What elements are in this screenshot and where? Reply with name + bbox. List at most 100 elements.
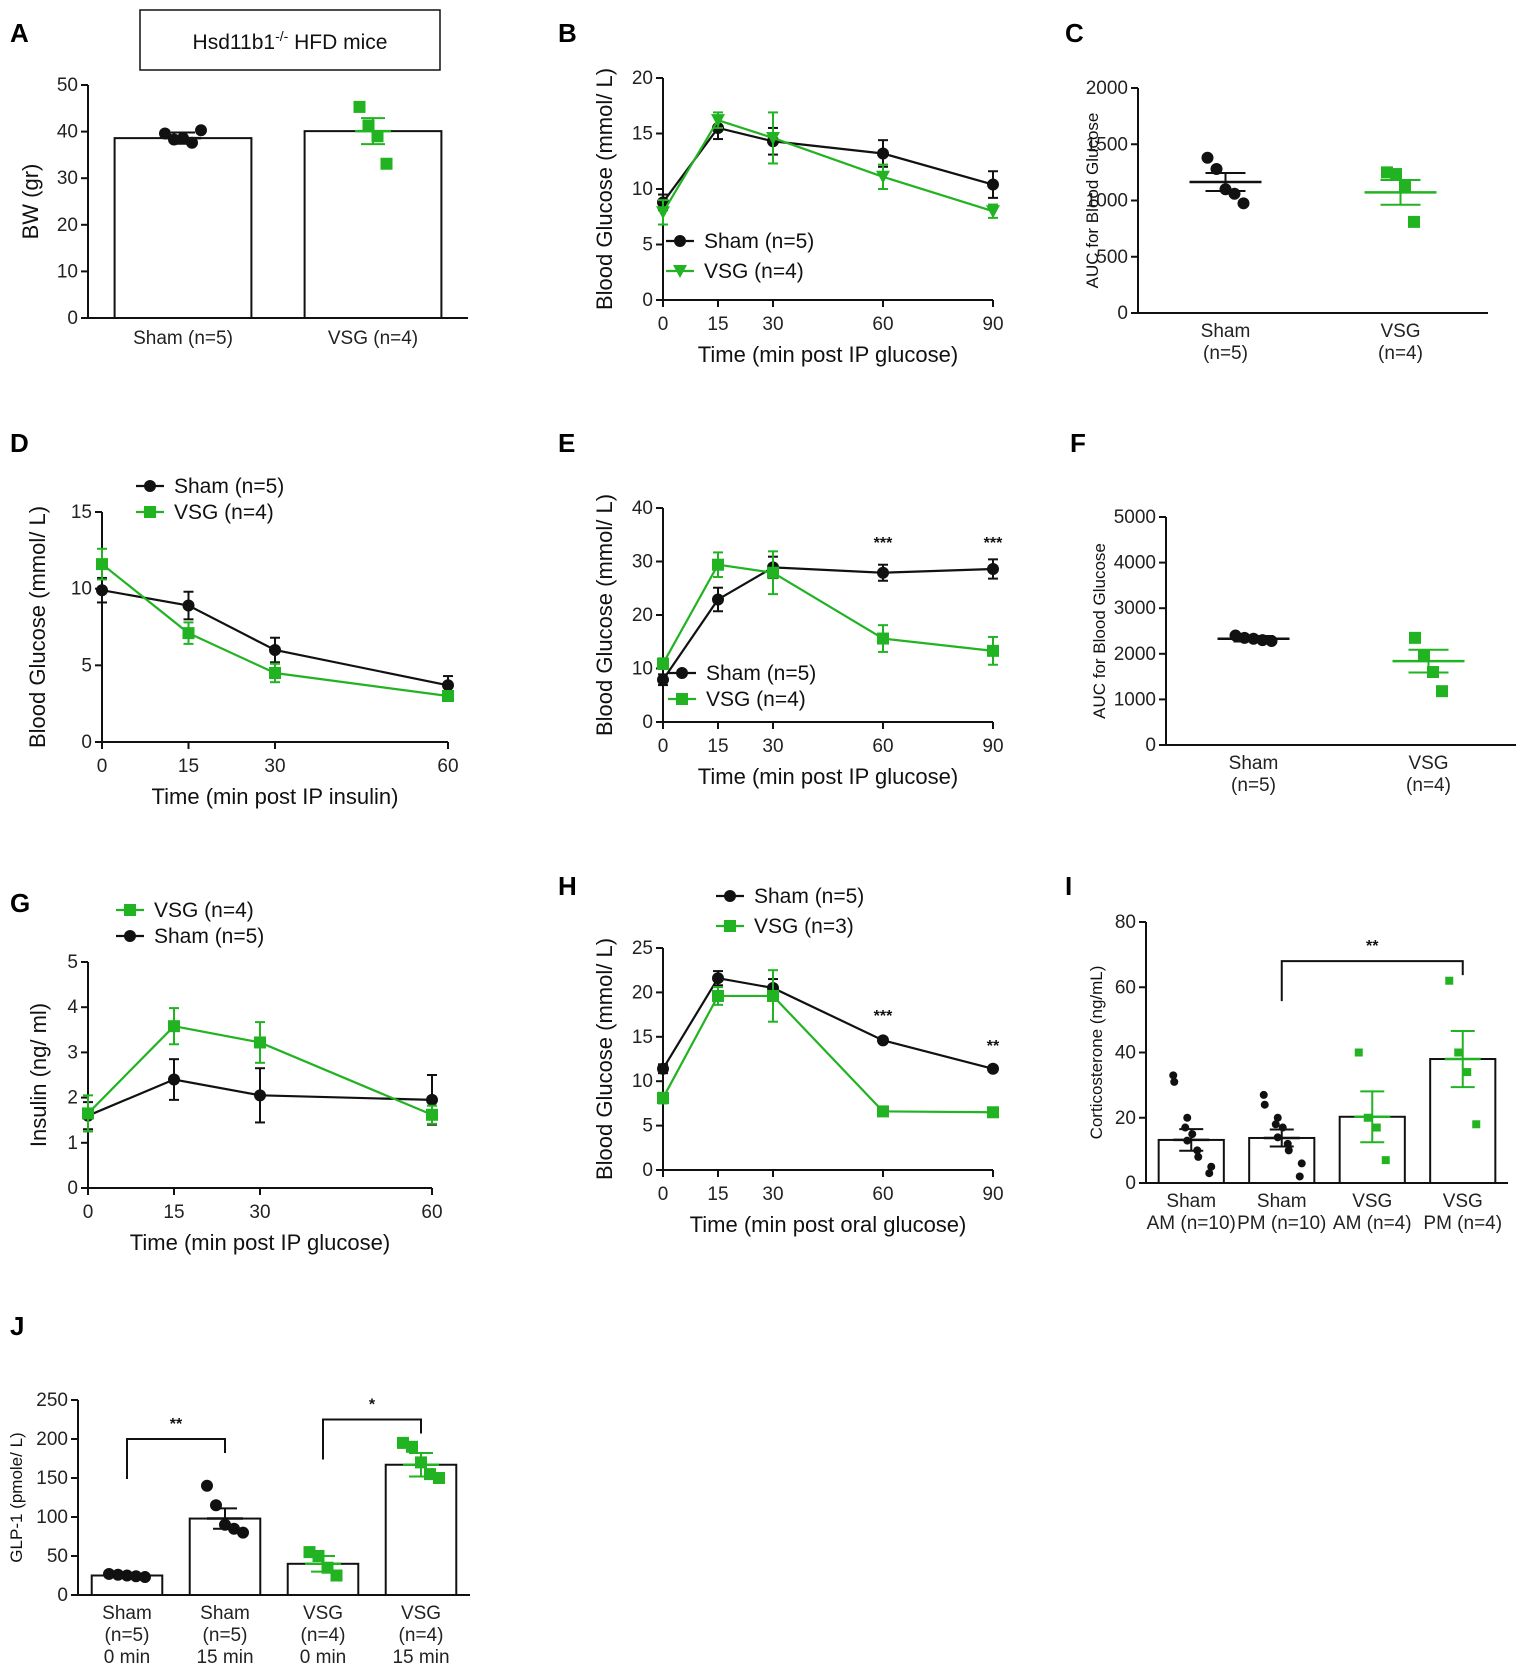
group-3: VSG(n=4)15 min <box>384 1436 458 1668</box>
y-tick-label: 25 <box>632 938 653 959</box>
x-tick-label: 15 <box>707 736 728 757</box>
legend-marker <box>144 480 156 492</box>
data-point <box>1273 1113 1282 1122</box>
y-tick-label: 150 <box>36 1468 68 1489</box>
error-bar <box>1233 635 1274 643</box>
y-tick-label: 10 <box>71 579 92 600</box>
legend-item: Sham (n=5) <box>668 662 816 685</box>
x-tick-label: 30 <box>762 1184 783 1205</box>
legend-item: VSG (n=4) <box>666 260 804 283</box>
y-tick-label: 2 <box>67 1088 78 1109</box>
data-point <box>168 1073 180 1086</box>
legend-item: VSG (n=4) <box>136 501 274 524</box>
series-line <box>87 1078 433 1117</box>
x-tick-label: 30 <box>249 1202 270 1223</box>
x-category-sublabel: (n=5) <box>105 1625 150 1646</box>
y-tick-label: 3000 <box>1114 598 1156 619</box>
y-tick-label: 10 <box>57 261 78 282</box>
significance-label: ** <box>1366 938 1379 955</box>
data-point <box>195 124 207 137</box>
data-point <box>96 558 108 571</box>
x-tick-label: 0 <box>97 756 108 777</box>
error-bar <box>1205 171 1246 192</box>
data-point <box>1183 1113 1192 1122</box>
data-point <box>182 627 195 640</box>
legend-marker <box>724 920 736 932</box>
panel-label: F <box>1070 428 1086 458</box>
series-vsg <box>656 111 1000 226</box>
x-category-label: VSG <box>401 1603 441 1624</box>
data-point <box>442 679 454 692</box>
legend-label: VSG (n=3) <box>754 915 854 938</box>
group-1: VSG (n=4) <box>303 100 443 349</box>
data-point <box>1381 1156 1390 1165</box>
data-point <box>656 206 670 220</box>
group-1: VSG(n=4) <box>1392 631 1465 796</box>
title-superscript: -/- <box>275 28 289 44</box>
y-tick-label: 250 <box>36 1390 68 1411</box>
x-tick-label: 15 <box>178 756 199 777</box>
x-tick-label: 60 <box>872 1184 893 1205</box>
panel-label: G <box>10 888 30 918</box>
legend-label: Sham (n=5) <box>174 475 284 498</box>
x-category-sublabel: (n=5) <box>1203 343 1248 364</box>
data-point <box>1170 1077 1179 1086</box>
y-tick-label: 1 <box>67 1133 78 1154</box>
y-tick-label: 0 <box>67 308 78 329</box>
data-point <box>426 1093 438 1106</box>
data-point <box>877 147 889 160</box>
data-point <box>433 1472 445 1484</box>
y-tick-label: 60 <box>1115 977 1136 998</box>
significance-bracket: * <box>322 1397 422 1460</box>
legend-item: Sham (n=5) <box>666 230 814 253</box>
panel-label: H <box>558 871 577 901</box>
data-point <box>657 1092 669 1105</box>
x-category-sublabel: (n=4) <box>301 1625 346 1646</box>
data-point <box>1372 1123 1381 1132</box>
significance-label: ** <box>987 1038 1000 1055</box>
x-tick-label: 30 <box>762 736 783 757</box>
y-tick-label: 15 <box>632 124 653 145</box>
panel-a: A 0 10 20 30 40 50 BW (gr) Sham (n=5) VSG (n=4) Hs… <box>10 9 468 349</box>
data-point <box>1408 215 1420 228</box>
group-0: Sham (n=5) <box>113 124 253 349</box>
data-point <box>406 1440 418 1453</box>
data-point <box>712 972 724 985</box>
y-tick-label: 0 <box>642 290 653 311</box>
legend-item: Sham (n=5) <box>716 885 864 908</box>
x-tick-label: 60 <box>872 736 893 757</box>
legend-label: Sham (n=5) <box>754 885 864 908</box>
data-point <box>1237 197 1250 210</box>
data-point <box>1181 1123 1190 1132</box>
data-point <box>986 205 1000 219</box>
x-category-label: VSG <box>303 1603 343 1624</box>
y-axis-label: Blood Glucose (mmol/ L) <box>592 938 617 1180</box>
data-point <box>987 178 999 191</box>
title-main: Hsd11b1 <box>193 31 276 54</box>
data-point <box>657 657 669 670</box>
y-tick-label: 200 <box>36 1429 68 1450</box>
x-category-label: Sham <box>1166 1191 1216 1212</box>
data-point <box>1205 1169 1214 1178</box>
panel-f: F 0 1000 2000 3000 4000 5000 AUC for Blood Gluc… <box>1070 428 1516 796</box>
data-point <box>1472 1120 1481 1129</box>
panel-label: B <box>558 18 577 48</box>
data-point <box>1201 151 1214 164</box>
error-bar <box>1380 179 1421 206</box>
y-tick-label: 5000 <box>1114 507 1156 528</box>
x-category-sublabel: AM (n=4) <box>1333 1213 1412 1234</box>
data-point <box>254 1089 266 1102</box>
x-tick-label: 15 <box>163 1202 184 1223</box>
bracket-line <box>1280 960 1464 1002</box>
error-bar <box>1269 1128 1294 1148</box>
data-point <box>1463 1068 1472 1077</box>
legend-marker <box>144 506 156 518</box>
x-tick-label: 0 <box>83 1202 94 1223</box>
y-tick-label: 15 <box>71 502 92 523</box>
data-point <box>657 673 669 686</box>
x-category-label: VSG <box>1408 753 1448 774</box>
x-tick-label: 15 <box>707 1184 728 1205</box>
